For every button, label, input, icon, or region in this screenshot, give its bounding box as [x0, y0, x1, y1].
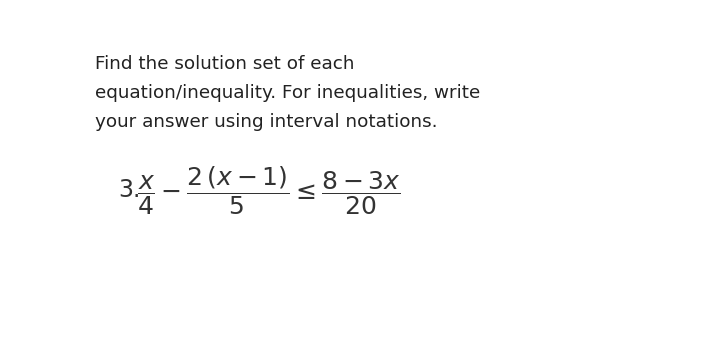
- Text: your answer using interval notations.: your answer using interval notations.: [95, 113, 438, 131]
- Text: Find the solution set of each: Find the solution set of each: [95, 55, 354, 73]
- Text: $\dfrac{x}{4} - \dfrac{2\,(x-1)}{5} \leq \dfrac{8-3x}{20}$: $\dfrac{x}{4} - \dfrac{2\,(x-1)}{5} \leq…: [137, 164, 401, 217]
- Text: equation/inequality. For inequalities, write: equation/inequality. For inequalities, w…: [95, 84, 480, 102]
- Text: 3.: 3.: [119, 178, 141, 202]
